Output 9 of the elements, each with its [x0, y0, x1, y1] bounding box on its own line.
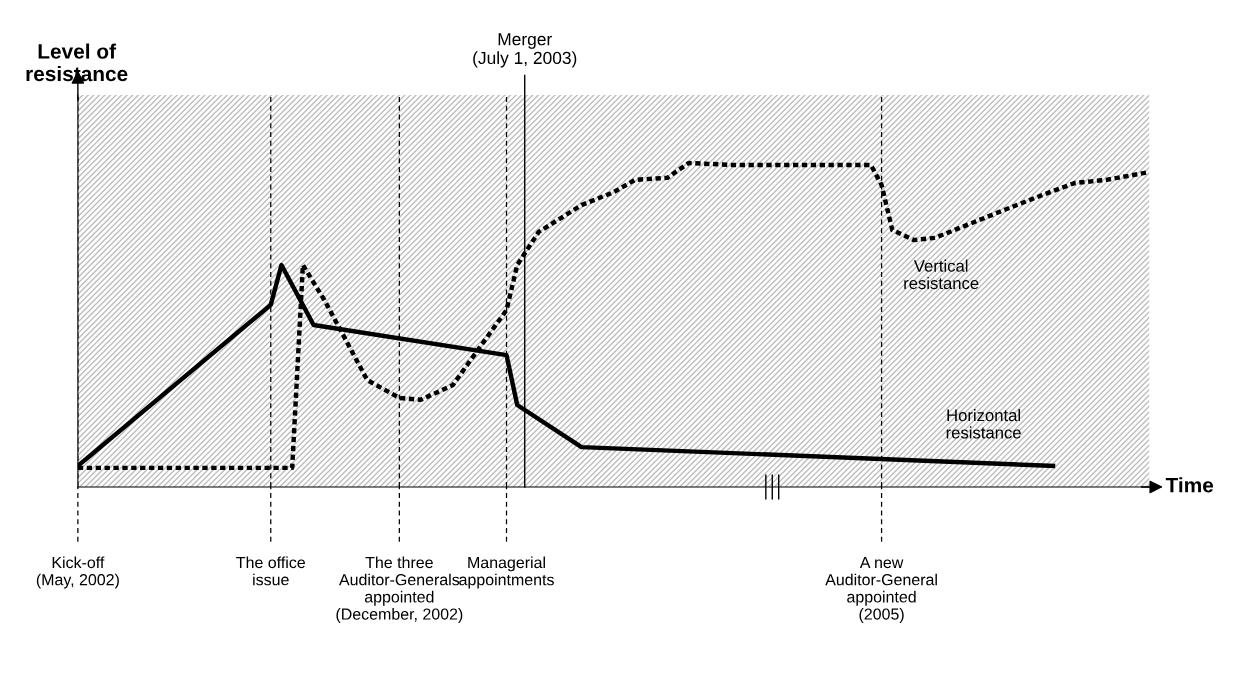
- x-tick-label: Managerial appointments: [459, 556, 554, 589]
- x-axis-title: Time: [1165, 477, 1214, 493]
- x-tick-label: The office issue: [236, 556, 305, 586]
- x-tick-label: Kick-off (May, 2002): [36, 556, 119, 589]
- x-tick-label: A new Auditor-General appointed (2005): [825, 557, 937, 623]
- y-axis-title: Level of resistance: [26, 43, 128, 82]
- series-label: Horizontal resistance: [946, 408, 1021, 439]
- series-label: Vertical resistance: [904, 259, 979, 290]
- text: Merger (July 1, 2003): [473, 33, 577, 68]
